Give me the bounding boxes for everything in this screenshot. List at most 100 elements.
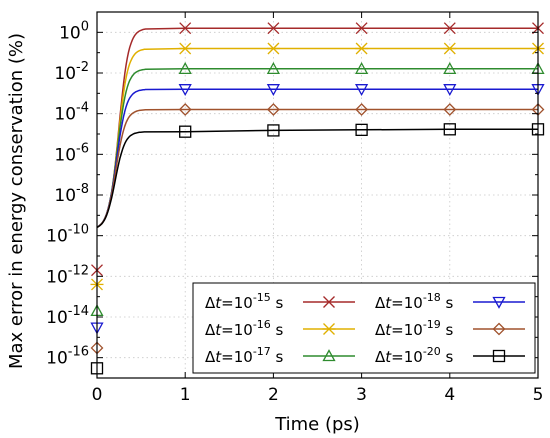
- y-tick-base: 10: [54, 186, 76, 206]
- legend-var: t: [215, 321, 222, 339]
- y-tick-exponent: -8: [76, 182, 89, 197]
- y-tick-label: 10-10: [46, 223, 89, 247]
- data-point-marker: [266, 103, 280, 116]
- marker-shape: [179, 125, 192, 138]
- legend-eq: =10: [391, 321, 423, 339]
- legend-delta: Δ: [375, 348, 386, 366]
- data-point-marker: [178, 62, 192, 74]
- data-point-marker: [266, 84, 280, 97]
- y-tick-label: 10-16: [46, 345, 89, 369]
- x-tick-label: 1: [180, 385, 191, 405]
- legend-var: t: [385, 321, 392, 339]
- data-point-marker: [355, 62, 369, 74]
- legend-eq: =10: [391, 294, 423, 312]
- marker-shape: [266, 84, 280, 97]
- marker-shape: [492, 322, 506, 336]
- legend-swatch-marker: [322, 349, 336, 362]
- legend-entry-label: Δt=10-19 s: [375, 318, 454, 339]
- series-line: [96, 68, 538, 228]
- legend-eq: =10: [221, 348, 253, 366]
- y-tick-exponent: -14: [68, 304, 89, 319]
- legend-exp: -15: [253, 291, 271, 304]
- legend-eq: =10: [391, 348, 423, 366]
- legend-swatch-marker: [492, 296, 506, 309]
- legend-entry-label: Δt=10-20 s: [375, 345, 454, 366]
- marker-shape: [355, 103, 369, 116]
- y-axis-title: Max error in energy conservation (%): [6, 33, 27, 369]
- legend-delta: Δ: [375, 294, 386, 312]
- legend-var: t: [215, 348, 222, 366]
- data-point-marker: [443, 123, 456, 136]
- data-point-marker: [443, 22, 456, 35]
- marker-shape: [443, 84, 457, 97]
- data-point-marker: [267, 124, 280, 137]
- legend-exp: -16: [253, 318, 271, 331]
- data-point-marker: [443, 62, 457, 74]
- marker-shape: [178, 84, 192, 97]
- marker-shape: [443, 123, 456, 136]
- marker-shape: [492, 296, 506, 309]
- legend-exp: -20: [423, 345, 441, 358]
- marker-shape: [178, 103, 192, 116]
- legend-swatch-marker: [322, 323, 336, 335]
- y-tick-exponent: -2: [76, 60, 89, 75]
- data-point-marker: [355, 42, 369, 55]
- y-tick-exponent: -12: [68, 263, 89, 278]
- marker-shape: [355, 84, 369, 97]
- legend-delta: Δ: [205, 294, 216, 312]
- legend-entry-label: Δt=10-17 s: [205, 345, 284, 366]
- marker-shape: [355, 123, 368, 136]
- marker-shape: [266, 103, 280, 116]
- y-tick-label: 10-12: [46, 263, 89, 287]
- data-point-marker: [355, 84, 369, 97]
- series-line: [96, 47, 538, 228]
- data-point-marker: [178, 103, 192, 116]
- y-tick-base: 10: [54, 64, 76, 84]
- legend-eq: =10: [221, 321, 253, 339]
- data-point-marker: [355, 22, 368, 35]
- legend-unit: s: [271, 294, 284, 312]
- data-point-marker: [178, 84, 192, 97]
- marker-stroke: [443, 22, 456, 35]
- y-tick-exponent: -6: [76, 141, 89, 156]
- marker-shape: [492, 349, 506, 363]
- marker-shape: [355, 62, 369, 74]
- series-line: [96, 27, 538, 228]
- legend-entry-label: Δt=10-15 s: [205, 291, 284, 312]
- data-point-marker: [178, 42, 192, 55]
- marker-stroke: [323, 296, 335, 308]
- legend-unit: s: [271, 348, 284, 366]
- y-tick-base: 10: [46, 349, 68, 369]
- legend-entry-label: Δt=10-16 s: [205, 318, 284, 339]
- data-point-marker: [179, 125, 192, 138]
- legend-delta: Δ: [205, 348, 216, 366]
- marker-shape: [322, 349, 336, 362]
- series-line: [96, 108, 538, 228]
- y-tick-label: 100: [59, 19, 89, 43]
- x-tick-label: 5: [533, 385, 544, 405]
- y-tick-label: 10-8: [54, 182, 89, 206]
- marker-shape: [443, 103, 457, 116]
- y-tick-exponent: -4: [76, 101, 89, 116]
- x-tick-label: 2: [268, 385, 279, 405]
- y-tick-base: 10: [54, 105, 76, 125]
- data-point-marker: [267, 22, 280, 35]
- legend-delta: Δ: [205, 321, 216, 339]
- legend-exp: -18: [423, 291, 441, 304]
- y-tick-label: 10-4: [54, 101, 89, 125]
- legend-swatch-marker: [492, 349, 506, 363]
- legend-exp: -17: [253, 345, 271, 358]
- legend-swatch-marker: [323, 296, 335, 308]
- marker-stroke: [355, 22, 368, 35]
- marker-shape: [266, 62, 280, 74]
- data-point-marker: [443, 84, 457, 97]
- y-tick-base: 10: [46, 308, 68, 328]
- y-tick-base: 10: [59, 23, 81, 43]
- data-point-marker: [355, 123, 368, 136]
- legend-var: t: [385, 348, 392, 366]
- legend-unit: s: [441, 348, 454, 366]
- legend-exp: -19: [423, 318, 441, 331]
- legend: Δt=10-15 sΔt=10-16 sΔt=10-17 sΔt=10-18 s…: [192, 282, 536, 374]
- legend-unit: s: [441, 321, 454, 339]
